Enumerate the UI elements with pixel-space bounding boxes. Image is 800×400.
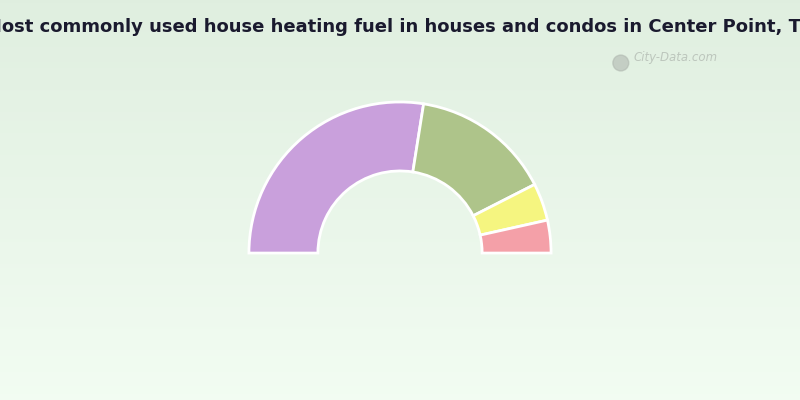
Text: City-Data.com: City-Data.com bbox=[634, 52, 718, 64]
Wedge shape bbox=[249, 102, 424, 253]
Wedge shape bbox=[480, 220, 551, 253]
Wedge shape bbox=[413, 104, 534, 216]
Text: Most commonly used house heating fuel in houses and condos in Center Point, TN: Most commonly used house heating fuel in… bbox=[0, 18, 800, 36]
Circle shape bbox=[613, 55, 629, 71]
Wedge shape bbox=[473, 184, 547, 235]
